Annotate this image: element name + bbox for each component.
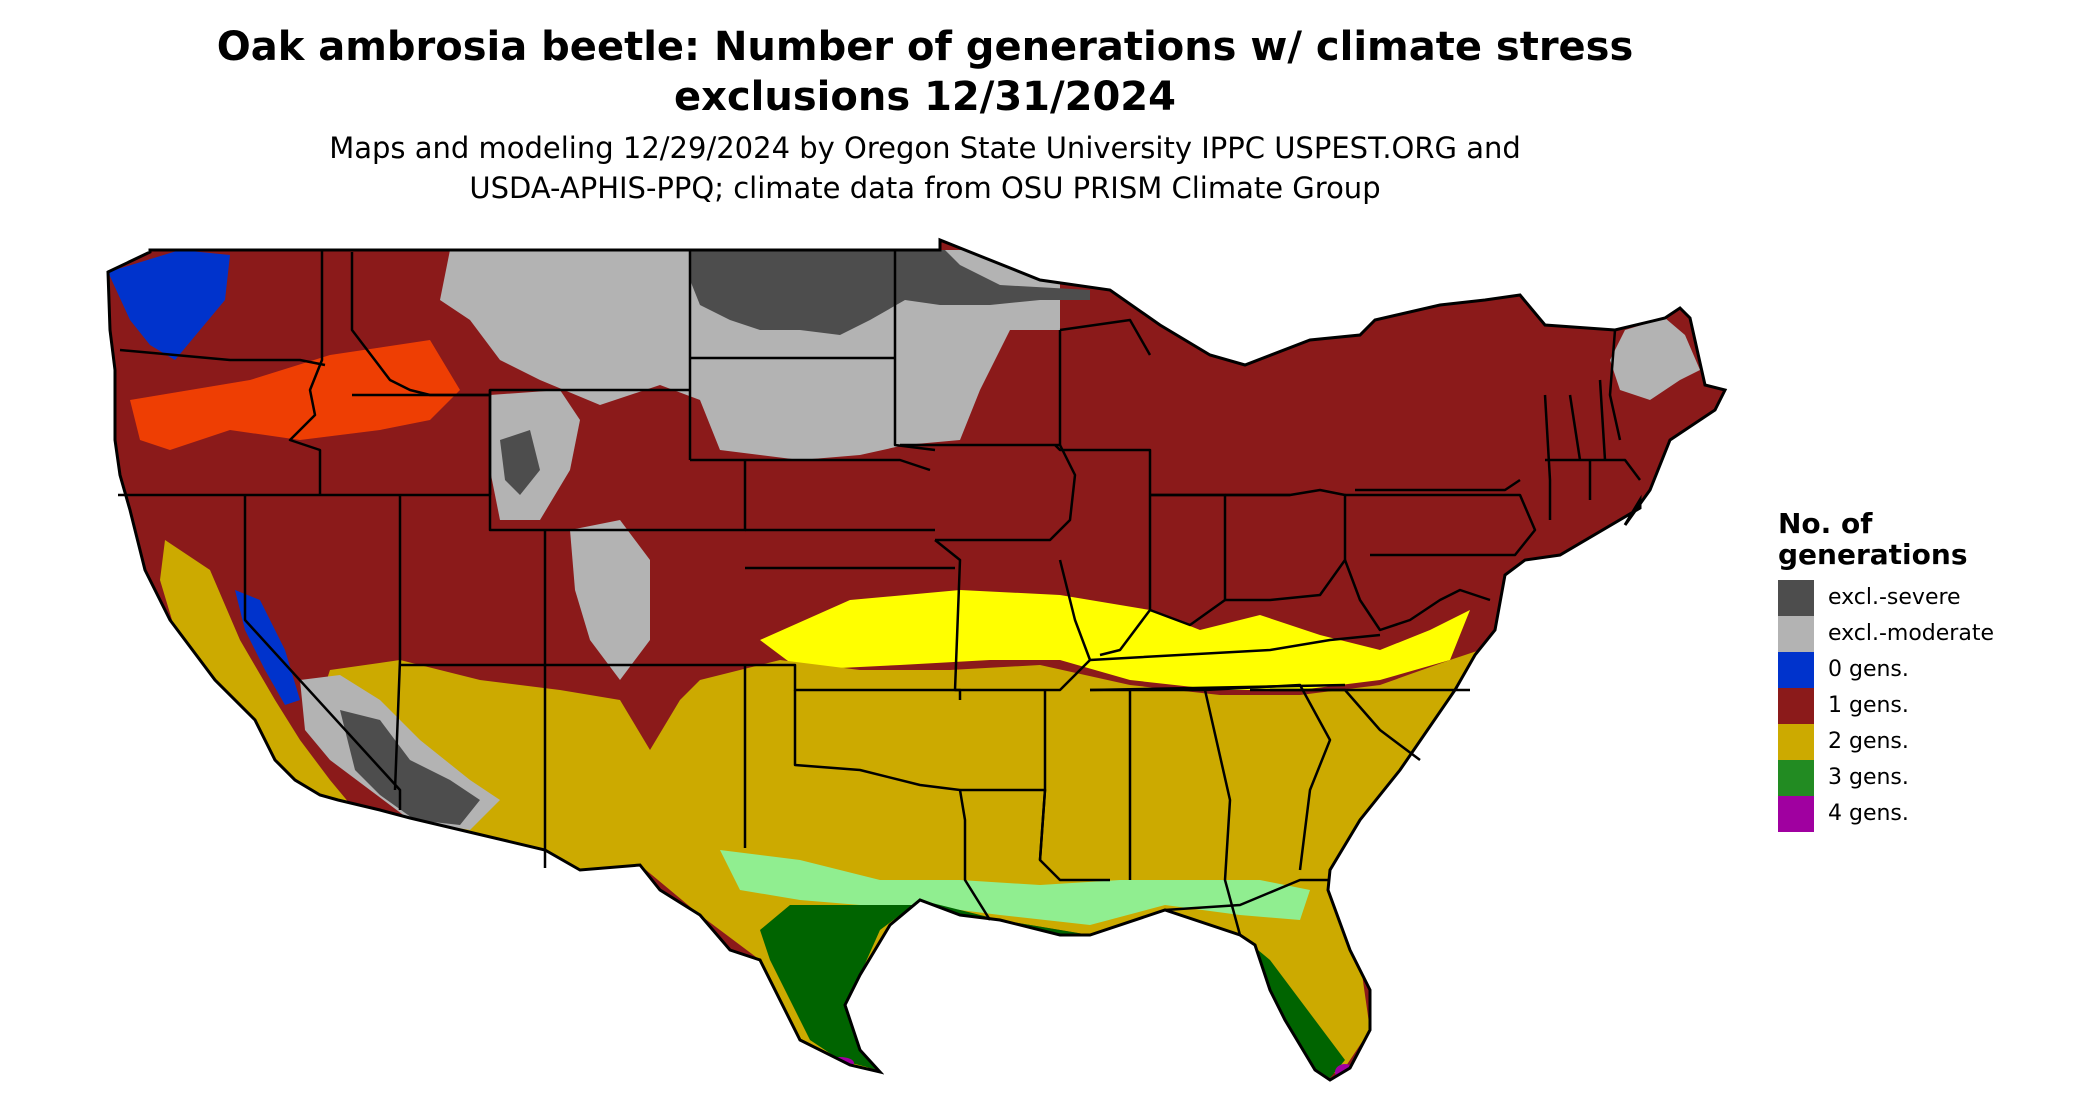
zone-excl-severe-rockies — [500, 430, 540, 495]
border-tx-east — [958, 789, 992, 921]
border-fl-north — [1164, 878, 1330, 912]
map-subtitle-line-2: USDA-APHIS-PPQ; climate data from OSU PR… — [469, 171, 1381, 205]
border-pa — [1345, 493, 1537, 557]
legend-item: 3 gens. — [1778, 760, 2078, 796]
border-al — [1130, 688, 1242, 936]
generation-zones — [108, 240, 1725, 1080]
zone-1-gens-high-northwest — [130, 340, 460, 450]
legend-item: 0 gens. — [1778, 652, 2078, 688]
legend-label: 0 gens. — [1828, 657, 1909, 682]
zone-3-gens-gulf — [760, 900, 1345, 1078]
zone-excl-severe-southwest — [340, 710, 480, 825]
zone-excl-moderate-maine — [1610, 318, 1700, 400]
legend-swatch — [1778, 688, 1814, 724]
border-tn-ky — [1089, 633, 1381, 662]
border-wy — [488, 390, 747, 532]
legend-item: 1 gens. — [1778, 688, 2078, 724]
border-ny-east — [1543, 394, 1552, 520]
legend-label: excl.-severe — [1828, 585, 1961, 610]
border-vt-nh — [1568, 379, 1607, 461]
legend-label: excl.-moderate — [1828, 621, 1994, 646]
legend-swatch — [1778, 652, 1814, 688]
map-title-line-1: Oak ambrosia beetle: Number of generatio… — [216, 24, 1634, 70]
legend-label: 1 gens. — [1828, 693, 1909, 718]
border-ok-tx — [793, 690, 961, 792]
border-sd-ne — [690, 458, 931, 472]
zone-0-gens-cascades — [108, 250, 230, 360]
legend-item: 2 gens. — [1778, 724, 2078, 760]
border-ca-nv — [243, 495, 402, 810]
border-mo — [934, 539, 1092, 692]
border-wa-or — [119, 348, 326, 367]
us-generations-map — [106, 237, 1728, 1082]
border-wv-va — [1343, 559, 1491, 632]
zone-excl-severe-north — [690, 250, 1090, 335]
legend-item: 4 gens. — [1778, 796, 2078, 832]
border-ny-pa — [1355, 478, 1521, 492]
border-id-west — [288, 250, 324, 495]
zone-2-gens-high-band — [760, 590, 1470, 690]
border-new-england — [1545, 458, 1641, 500]
legend-swatch — [1778, 724, 1814, 760]
map-title: Oak ambrosia beetle: Number of generatio… — [200, 22, 1650, 122]
border-oh — [1225, 488, 1347, 602]
legend-swatch — [1778, 580, 1814, 616]
legend-swatch — [1778, 616, 1814, 652]
zone-excl-moderate-colorado — [570, 520, 650, 680]
map-subtitle-line-1: Maps and modeling 12/29/2024 by Oregon S… — [329, 131, 1521, 165]
zone-excl-moderate-north — [440, 250, 1060, 460]
map-subtitle: Maps and modeling 12/29/2024 by Oregon S… — [200, 128, 1650, 208]
border-il — [1054, 444, 1152, 657]
border-wi-mi — [1058, 318, 1152, 445]
legend: No. of generations excl.-severe excl.-mo… — [1778, 508, 2078, 832]
legend-label: 4 gens. — [1828, 801, 1909, 826]
legend-item: excl.-moderate — [1778, 616, 2078, 652]
border-tn-south — [1089, 683, 1346, 692]
legend-swatch — [1778, 796, 1814, 832]
us-national-border — [106, 237, 1728, 1082]
zone-2-gens-california — [160, 540, 355, 830]
zone-0-gens-sierra — [235, 590, 300, 705]
legend-item: excl.-severe — [1778, 580, 2078, 616]
border-ia — [900, 443, 1077, 542]
zone-3-gens-low-band — [720, 850, 1310, 925]
border-me-nh — [1608, 329, 1622, 441]
border-mn-east — [893, 250, 936, 452]
legend-label: 3 gens. — [1828, 765, 1909, 790]
zone-2-gens-south — [320, 650, 1500, 1075]
legend-title-line-2: generations — [1778, 538, 1968, 571]
map-title-line-2: exclusions 12/31/2024 — [674, 74, 1176, 120]
border-nv-ut — [393, 495, 402, 791]
legend-swatch — [1778, 760, 1814, 796]
legend-title-line-1: No. of — [1778, 507, 1873, 540]
legend-title: No. of generations — [1778, 508, 2078, 570]
state-borders — [118, 250, 1641, 936]
legend-label: 2 gens. — [1828, 729, 1909, 754]
